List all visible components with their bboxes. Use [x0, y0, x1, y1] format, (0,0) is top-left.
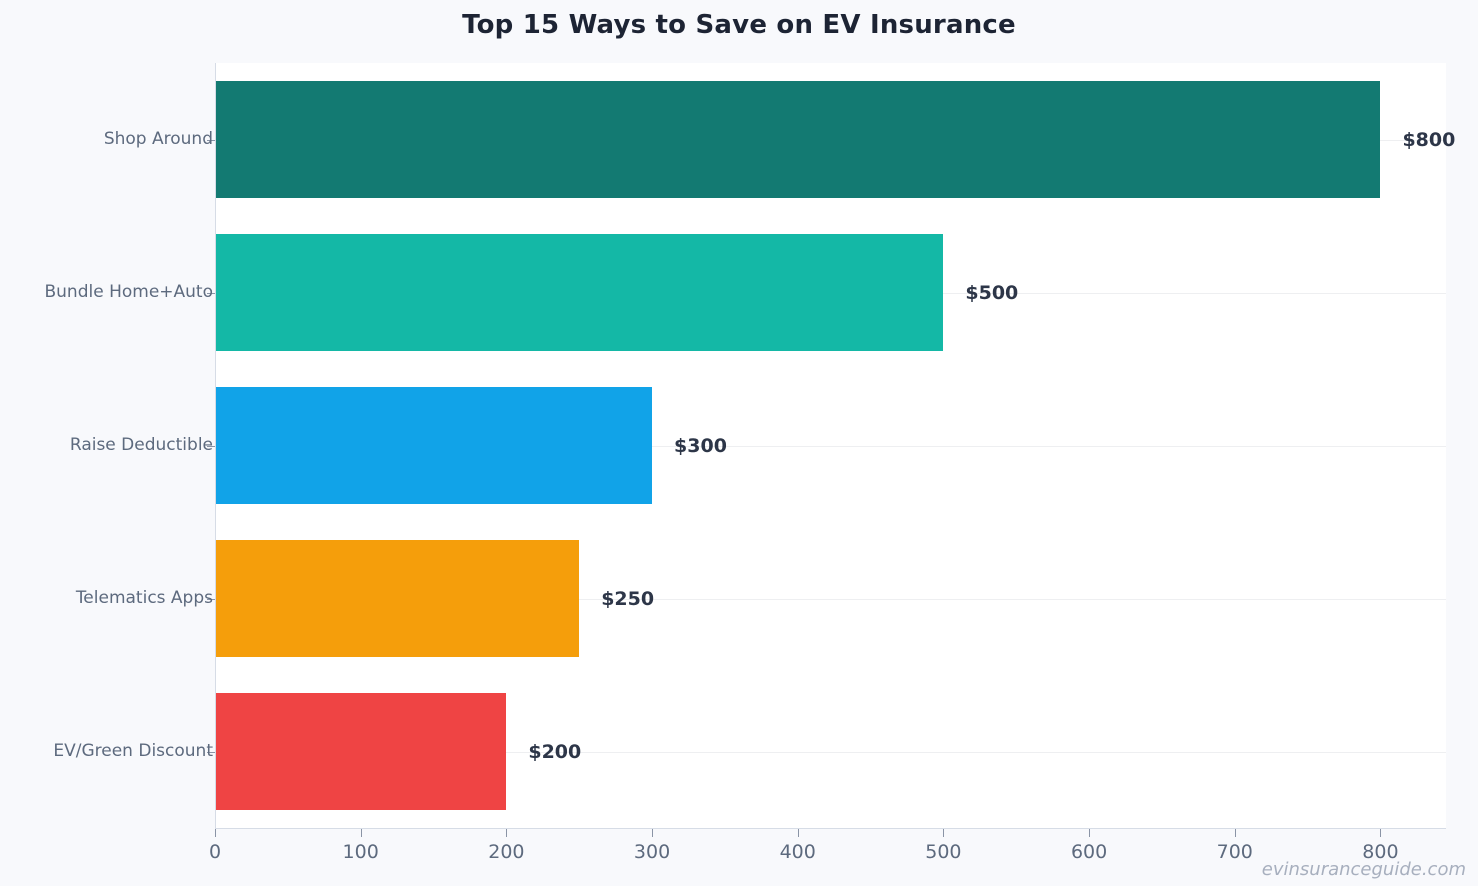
- bar-value-label: $800: [1402, 128, 1456, 151]
- x-tick-mark: [1380, 829, 1381, 837]
- x-tick-mark: [215, 829, 216, 837]
- bar[interactable]: [215, 387, 653, 504]
- x-tick-mark: [943, 829, 944, 837]
- bar[interactable]: [215, 693, 507, 810]
- gridline: [215, 599, 1446, 600]
- bar-value-label: $300: [674, 434, 727, 457]
- plot-area: [215, 63, 1446, 828]
- x-tick-label: 400: [779, 841, 816, 863]
- y-tick-mark: [207, 293, 215, 294]
- y-tick-mark: [207, 599, 215, 600]
- y-tick-label: Bundle Home+Auto: [44, 281, 213, 302]
- x-tick-mark: [361, 829, 362, 837]
- x-tick-label: 700: [1216, 841, 1253, 863]
- x-tick-label: 800: [1362, 841, 1399, 863]
- bar[interactable]: [215, 234, 944, 351]
- bar-value-label: $200: [528, 740, 582, 763]
- x-tick-mark: [798, 829, 799, 837]
- x-tick-label: 500: [925, 841, 962, 863]
- x-axis-line: [215, 828, 1446, 829]
- x-tick-label: 600: [1070, 841, 1108, 863]
- y-tick-mark: [207, 140, 215, 141]
- chart-title: Top 15 Ways to Save on EV Insurance: [462, 10, 1016, 40]
- y-axis-line: [215, 63, 216, 828]
- x-tick-label: 100: [342, 841, 379, 863]
- watermark: evinsuranceguide.com: [1261, 859, 1466, 880]
- y-tick-mark: [207, 446, 215, 447]
- y-tick-label: EV/Green Discount: [53, 740, 213, 761]
- y-tick-label: Raise Deductible: [69, 434, 213, 455]
- x-tick-label: 300: [633, 841, 671, 863]
- bar-value-label: $250: [601, 587, 655, 610]
- gridline: [215, 752, 1446, 753]
- y-tick-label: Shop Around: [103, 128, 213, 149]
- x-tick-mark: [1235, 829, 1236, 837]
- bar[interactable]: [215, 81, 1381, 198]
- x-tick-label: 0: [208, 841, 222, 863]
- y-tick-label: Telematics Apps: [75, 587, 213, 608]
- x-tick-mark: [652, 829, 653, 837]
- bar[interactable]: [215, 540, 580, 657]
- x-tick-label: 200: [488, 841, 525, 863]
- x-tick-mark: [506, 829, 507, 837]
- y-tick-mark: [207, 752, 215, 753]
- bar-value-label: $500: [965, 281, 1019, 304]
- x-tick-mark: [1089, 829, 1090, 837]
- gridline: [215, 446, 1446, 447]
